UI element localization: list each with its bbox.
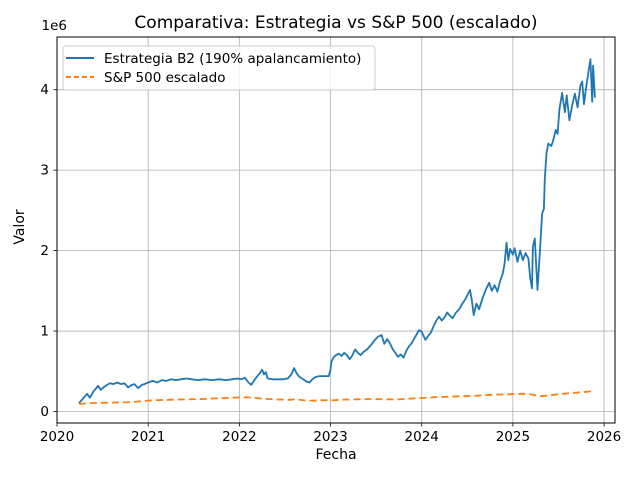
- plot-border: [56, 36, 616, 424]
- x-tick-label: 2025: [496, 429, 530, 445]
- chart-title: Comparativa: Estrategia vs S&P 500 (esca…: [134, 13, 537, 33]
- legend-label-sp500: S&P 500 escalado: [104, 70, 225, 86]
- gridlines: [56, 37, 615, 423]
- y-tick-label: 4: [40, 82, 49, 98]
- axis-ticks: [53, 89, 605, 427]
- x-axis-label: Fecha: [315, 447, 356, 463]
- y-axis-offset-label: 1e6: [42, 18, 67, 34]
- x-tick-label: 2024: [405, 429, 439, 445]
- y-tick-label: 1: [40, 324, 49, 340]
- x-tick-label: 2026: [587, 429, 621, 445]
- legend-box: [62, 45, 376, 91]
- x-tick-label: 2021: [131, 429, 165, 445]
- estrategia-line: [78, 58, 596, 404]
- y-tick-label: 3: [40, 163, 49, 179]
- y-tick-label: 2: [40, 243, 49, 259]
- y-axis-label: Valor: [12, 209, 28, 245]
- y-tick-label: 0: [40, 404, 49, 420]
- legend-label-estrategia: Estrategia B2 (190% apalancamiento): [104, 51, 361, 67]
- axis-tick-labels: 2020 2021 2022 2023 2024 2025 2026 0 1 2 3 4: [40, 82, 621, 445]
- x-tick-label: 2022: [222, 429, 256, 445]
- x-tick-label: 2023: [313, 429, 347, 445]
- sp500-line: [78, 390, 595, 405]
- x-tick-label: 2020: [40, 429, 74, 445]
- legend: Estrategia B2 (190% apalancamiento) S&P …: [62, 45, 376, 91]
- data-series: [78, 58, 596, 405]
